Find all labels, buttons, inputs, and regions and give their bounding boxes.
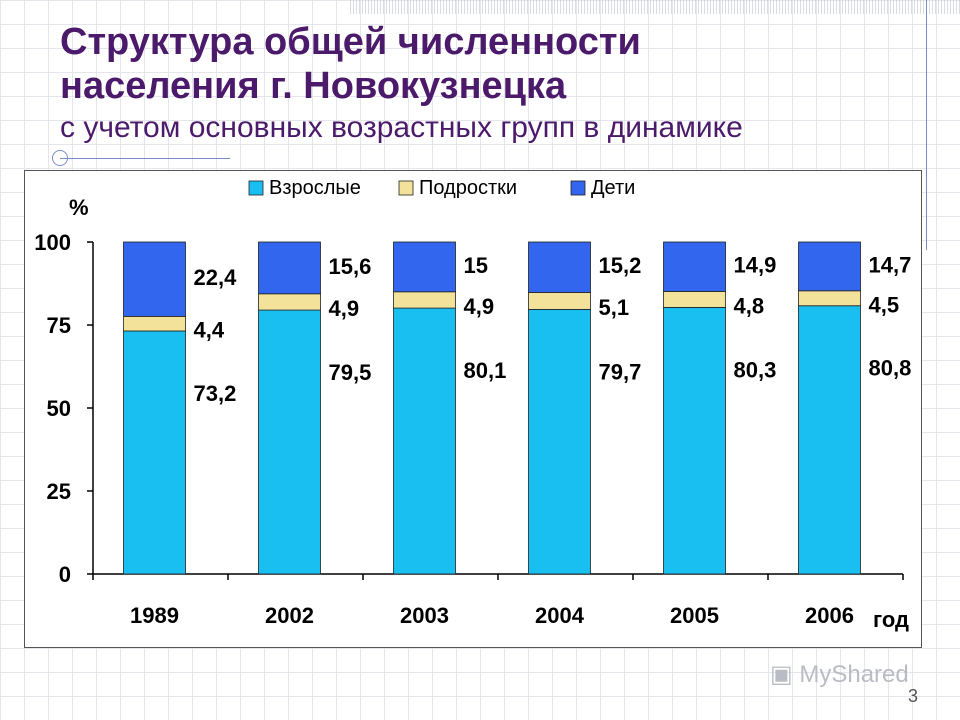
legend-swatch-Подростки (398, 180, 414, 196)
data-label-teens: 4,9 (464, 294, 495, 319)
bar-segment-Взрослые-1989 (123, 330, 186, 575)
data-label-teens: 4,9 (329, 296, 360, 321)
data-label-children: 14,7 (869, 252, 912, 277)
slide-title-line-1: Структура общей численности (60, 21, 641, 63)
bar-segment-Дети-1989 (123, 241, 186, 317)
data-label-teens: 4,5 (869, 292, 900, 317)
bar-segment-Подростки-2005 (663, 291, 726, 308)
data-label-children: 15 (464, 253, 488, 278)
title-block: Структура общей численности населения г.… (60, 20, 940, 148)
x-tick-label: 2004 (535, 603, 585, 628)
page-number: 3 (908, 686, 919, 706)
legend-swatch-Взрослые (248, 180, 264, 196)
data-label-children: 14,9 (734, 253, 777, 278)
x-tick-label: 2002 (265, 603, 314, 628)
data-label-teens: 5,1 (599, 295, 630, 320)
bar-segment-Взрослые-2004 (528, 308, 591, 575)
data-label-adults: 73,2 (194, 381, 237, 406)
bar-segment-Дети-2005 (663, 241, 726, 292)
legend-entry-Дети: Дети (591, 177, 635, 199)
data-label-teens: 4,4 (194, 318, 225, 343)
y-tick-label: 0 (59, 562, 71, 587)
watermark-logo: ▣ MyShared (770, 661, 909, 688)
y-axis-label: % (69, 195, 89, 220)
bar-segment-Дети-2003 (393, 241, 456, 293)
bar-segment-Дети-2002 (258, 241, 321, 295)
bar-segment-Взрослые-2005 (663, 307, 726, 575)
y-tick-label: 100 (34, 230, 71, 255)
slide-subtitle: с учетом основных возрастных групп в дин… (60, 111, 743, 144)
underline-decoration (60, 158, 230, 159)
x-tick-label: 1989 (130, 603, 179, 628)
chart-frame: 0 25 50 75 100% год 1989 73,2 4,4 22,4 2002 79,5 4,9… (24, 170, 922, 648)
stacked-bar-chart: 0 25 50 75 100% год 1989 73,2 4,4 22,4 2002 79,5 4,9… (34, 177, 912, 632)
watermark-text: MyShared (799, 661, 909, 688)
data-label-adults: 79,7 (599, 359, 642, 384)
bar-segment-Дети-2004 (528, 241, 591, 293)
header-hatch-decoration (350, 0, 960, 14)
data-label-teens: 4,8 (734, 293, 765, 318)
bar-segment-Подростки-2006 (798, 290, 861, 307)
bar-segment-Подростки-2002 (258, 293, 321, 311)
data-label-children: 15,6 (329, 254, 372, 279)
data-label-adults: 79,5 (329, 360, 372, 385)
x-tick-label: 2005 (670, 603, 719, 628)
bar-segment-Взрослые-2003 (393, 307, 456, 575)
legend-swatch-Дети (570, 180, 586, 196)
x-axis-label: год (873, 607, 909, 632)
y-tick-label: 75 (47, 313, 71, 338)
bar-segment-Дети-2006 (798, 241, 861, 292)
x-tick-label: 2006 (805, 603, 854, 628)
circle-decoration-icon (52, 150, 68, 166)
vertical-decor-line (926, 0, 927, 250)
data-label-adults: 80,3 (734, 357, 777, 382)
legend-entry-Взрослые: Взрослые (269, 177, 361, 199)
data-label-adults: 80,8 (869, 356, 912, 381)
bar-segment-Подростки-2003 (393, 291, 456, 309)
y-tick-label: 50 (47, 396, 71, 421)
data-label-children: 22,4 (194, 265, 238, 290)
bar-segment-Взрослые-2002 (258, 309, 321, 575)
x-tick-label: 2003 (400, 603, 449, 628)
slide-title-line-2: населения г. Новокузнецка (60, 65, 567, 107)
y-tick-label: 25 (47, 479, 71, 504)
data-label-adults: 80,1 (464, 358, 507, 383)
bar-segment-Взрослые-2006 (798, 305, 861, 575)
bar-segment-Подростки-1989 (123, 315, 186, 332)
bar-segment-Подростки-2004 (528, 292, 591, 310)
data-label-children: 15,2 (599, 253, 642, 278)
legend-entry-Подростки: Подростки (419, 177, 517, 199)
